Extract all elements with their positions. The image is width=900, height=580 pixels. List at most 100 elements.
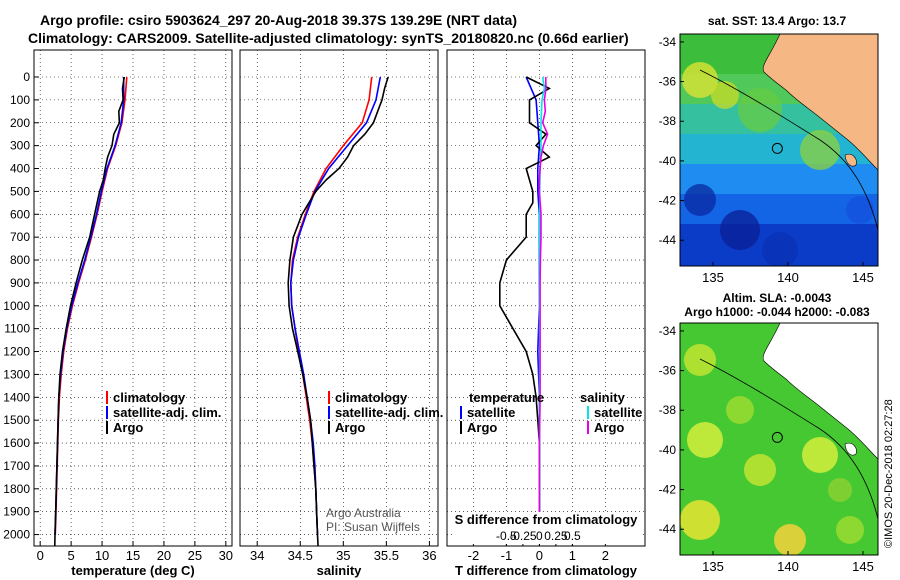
x-tick-label: 15: [126, 548, 140, 563]
figure-title-line2: Climatology: CARS2009. Satellite-adjuste…: [28, 30, 629, 46]
x-tick-label: -1: [501, 548, 513, 563]
x-tick-label: 36: [422, 548, 436, 563]
salinity-panel: 34 34.5 35 35.5 36 salinity climatology sate…: [239, 49, 443, 578]
sla-map-title: Altim. SLA: -0.0043: [723, 291, 832, 305]
difference-lines: [498, 76, 551, 535]
sst-map-frame: [679, 33, 879, 267]
sst-patch: [711, 81, 739, 109]
sla-map-subtitle: Argo h1000: -0.044 h2000: -0.083: [684, 305, 870, 319]
sst-map-title: sat. SST: 13.4 Argo: 13.7: [708, 14, 847, 28]
sst-patch: [762, 232, 798, 266]
y-tick-label: 1800: [3, 482, 30, 496]
legend-argo-label: Argo: [113, 420, 143, 435]
legend-s-satellite-label: satellite: [594, 405, 642, 420]
s-tick-label: 0.25: [544, 529, 568, 543]
sla-map-panel: Altim. SLA: -0.0043 Argo h1000: -0.044 h…: [659, 291, 879, 574]
map-x-tick-label: 140: [777, 559, 799, 574]
depth-axis-labels: 0 100 200 300 400 500 600 700 800 900 1000 1100 1200…: [3, 70, 39, 542]
temperature-axis-ticks: 0 5 10 15 20 25 30: [37, 541, 233, 563]
temperature-panel: 0100200300400500600700800900100011001200…: [3, 49, 233, 578]
x-tick-label: 20: [157, 548, 171, 563]
y-tick-label: 1900: [3, 505, 30, 519]
s-tick-label: 0: [536, 529, 543, 543]
y-tick-label: 400: [10, 162, 30, 176]
bathymetry-contour: [699, 69, 878, 231]
y-tick-label: 1200: [3, 345, 30, 359]
difference-legend: temperature satellite Argo salinity sate…: [460, 390, 642, 435]
sla-patch: [774, 524, 806, 555]
x-tick-label: 2: [602, 548, 609, 563]
credit-line1: Argo Australia: [326, 506, 401, 520]
legend-satellite-label: satellite-adj. clim.: [335, 405, 443, 420]
sla-patch: [684, 344, 716, 376]
s-tick-label: -0.5: [496, 529, 517, 543]
map-x-tick-label: 135: [702, 559, 724, 574]
legend-argo-label: Argo: [335, 420, 365, 435]
x-tick-label: 35.5: [374, 548, 399, 563]
legend-salinity-title: salinity: [580, 390, 626, 405]
difference-panel: -2 -1 0 1 2 S difference from climatology -0…: [446, 49, 646, 578]
temperature-legend: climatology satellite-adj. clim. Argo: [106, 390, 221, 435]
temperature-lines: [53, 76, 128, 546]
credit-line2: PI: Susan Wijffels: [326, 520, 420, 534]
x-tick-label: 0: [37, 548, 44, 563]
s-tick-label: -0.25: [509, 529, 537, 543]
map-y-tick-label: -34: [659, 324, 677, 338]
salinity-lines: [287, 76, 389, 546]
sst-patch: [800, 130, 840, 170]
sla-map-axes: 135 140 145 -34 -36 -38 -40 -42 -44: [659, 324, 874, 574]
legend-satellite-label: satellite-adj. clim.: [113, 405, 221, 420]
x-tick-label: 5: [68, 548, 75, 563]
map-y-tick-label: -34: [659, 35, 677, 49]
y-tick-label: 200: [10, 116, 30, 130]
series-line-salinity-argo: [538, 76, 549, 535]
salinity-legend: climatology satellite-adj. clim. Argo: [328, 390, 443, 435]
salinity-axis-ticks: 34 34.5 35 35.5 36: [250, 541, 437, 563]
sla-map-image: [680, 323, 878, 555]
bathymetry-contour: [699, 358, 878, 520]
legend-climatology-label: climatology: [335, 390, 408, 405]
series-line-temperature-argo: [498, 76, 551, 535]
map-y-tick-label: -40: [659, 154, 677, 168]
y-tick-label: 1400: [3, 390, 30, 404]
sla-patch: [726, 396, 754, 424]
salinity-grid: [240, 50, 438, 546]
imos-timestamp: ©IMOS 20-Dec-2018 02:27:28: [883, 399, 895, 548]
sst-map-panel: sat. SST: 13.4 Argo: 13.7 135 140 145 -34 -3…: [659, 14, 879, 285]
coastline-land: [762, 323, 878, 460]
argo-position-marker: [771, 142, 783, 154]
y-tick-label: 900: [10, 276, 30, 290]
sla-patch: [680, 500, 720, 540]
s-difference-axis-label: S difference from climatology: [455, 512, 639, 527]
x-tick-label: 34: [250, 548, 264, 563]
legend-temperature-title: temperature: [469, 390, 544, 405]
y-tick-label: 1300: [3, 367, 30, 381]
legend-climatology-label: climatology: [113, 390, 186, 405]
x-tick-label: 10: [95, 548, 109, 563]
map-y-tick-label: -40: [659, 443, 677, 457]
x-tick-label: -2: [468, 548, 480, 563]
x-tick-label: 30: [219, 548, 233, 563]
map-y-tick-label: -36: [659, 364, 677, 378]
s-tick-label: 0.5: [564, 529, 581, 543]
map-y-tick-label: -38: [659, 403, 677, 417]
map-x-tick-label: 145: [852, 270, 874, 285]
legend-t-satellite-label: satellite: [467, 405, 515, 420]
sst-patch: [720, 210, 760, 250]
map-y-tick-label: -38: [659, 114, 677, 128]
x-tick-label: 25: [188, 548, 202, 563]
sst-patch: [738, 88, 782, 132]
salinity-axis-label: salinity: [317, 563, 363, 578]
series-line-argo: [287, 76, 389, 546]
x-tick-label: 0: [536, 548, 543, 563]
figure-title-line1: Argo profile: csiro 5903624_297 20-Aug-2…: [40, 12, 517, 28]
x-tick-label: 34.5: [288, 548, 313, 563]
temperature-grid: [34, 50, 232, 546]
sst-band: [680, 134, 878, 164]
difference-grid: [447, 50, 645, 546]
sla-patch: [836, 516, 864, 544]
coastline-land: [762, 34, 878, 171]
temperature-axis-label: temperature (deg C): [71, 563, 195, 578]
x-tick-label: 1: [569, 548, 576, 563]
y-tick-label: 0: [23, 70, 30, 84]
